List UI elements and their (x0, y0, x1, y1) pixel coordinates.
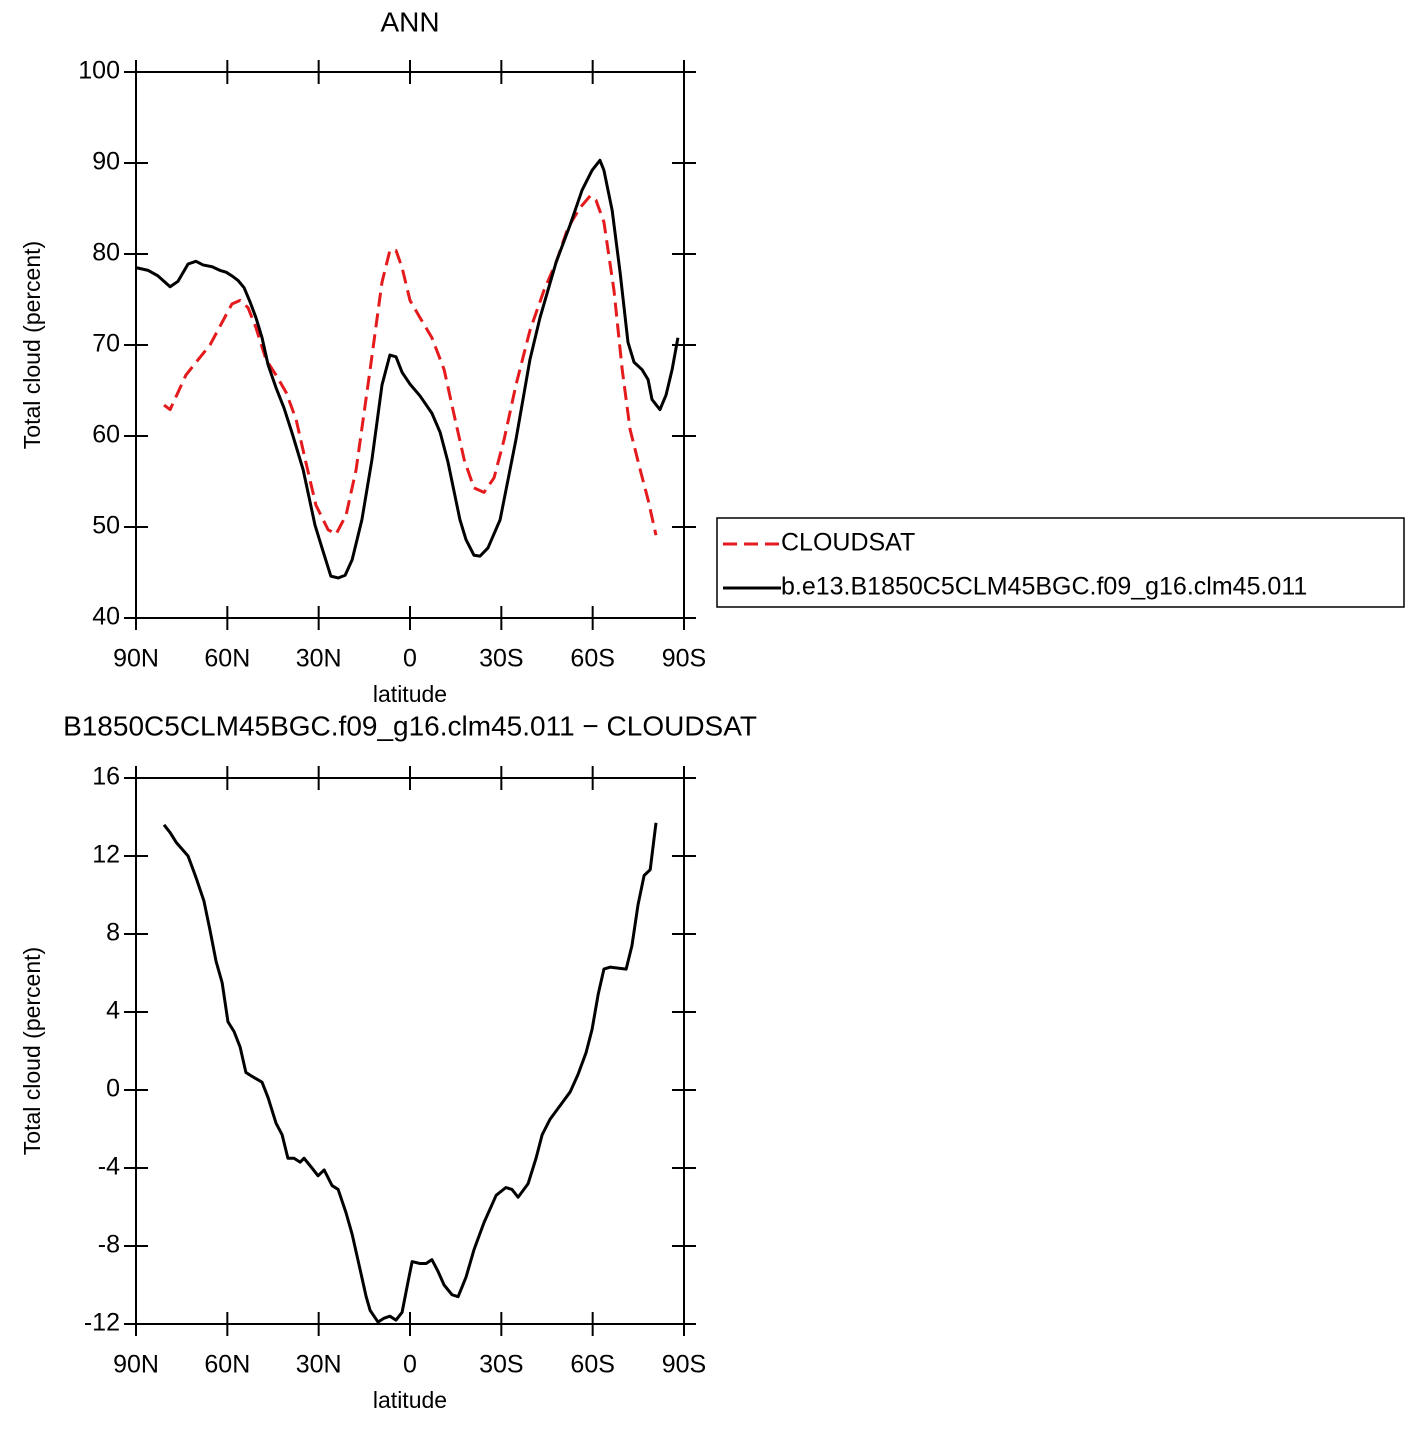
x-tick-label: 90S (662, 1351, 706, 1379)
y-tick-label: 100 (78, 57, 120, 85)
x-tick-label: 30N (296, 1351, 342, 1379)
y-axis-label: Total cloud (percent) (19, 241, 45, 449)
x-tick-label: 60S (570, 1351, 614, 1379)
chart-title: ANN (380, 6, 439, 37)
x-tick-label: 60N (204, 645, 250, 673)
panel: ANN latitude Total cloud (percent) 40 50 60 70… (19, 6, 1405, 707)
legend-box (716, 517, 1405, 608)
x-tick-label: 60S (570, 645, 614, 673)
legend-label: b.e13.B1850C5CLM45BGC.f09_g16.clm45.011 (781, 573, 1307, 601)
y-axis-label: Total cloud (percent) (19, 947, 45, 1155)
data-line (162, 822, 658, 1324)
x-tick-label: 30S (479, 645, 523, 673)
legend: CLOUDSAT b.e13.B1850C5CLM45BGC.f09_g16.cl… (716, 517, 1405, 608)
plot-frame (135, 71, 685, 619)
y-tick-label: -8 (98, 1231, 120, 1259)
x-tick-label: 0 (403, 1351, 417, 1379)
x-tick-label: 30S (479, 1351, 523, 1379)
chart-title: B1850C5CLM45BGC.f09_g16.clm45.011 − CLOU… (63, 710, 757, 741)
x-tick-label: 90S (662, 645, 706, 673)
y-tick-label: 0 (106, 1075, 120, 1103)
y-tick-label: 4 (106, 997, 120, 1025)
y-tick-label: 40 (92, 603, 120, 631)
y-tick-label: 50 (92, 512, 120, 540)
y-tick-label: 70 (92, 330, 120, 358)
legend-label: CLOUDSAT (781, 529, 915, 557)
y-tick-label: -4 (98, 1153, 120, 1181)
data-line (163, 194, 658, 536)
y-tick-label: 90 (92, 148, 120, 176)
y-tick-label: 12 (92, 841, 120, 869)
plot-frame (135, 777, 685, 1325)
x-tick-label: 90N (113, 1351, 159, 1379)
data-line (135, 158, 680, 580)
y-tick-label: -12 (84, 1309, 120, 1337)
x-tick-label: 30N (296, 645, 342, 673)
y-tick-label: 80 (92, 239, 120, 267)
x-tick-label: 90N (113, 645, 159, 673)
y-tick-label: 60 (92, 421, 120, 449)
y-tick-label: 16 (92, 763, 120, 791)
x-axis-label: latitude (373, 1387, 447, 1413)
panel: B1850C5CLM45BGC.f09_g16.clm45.011 − CLOU… (19, 710, 757, 1413)
x-tick-label: 0 (403, 645, 417, 673)
x-axis-label: latitude (373, 681, 447, 707)
x-tick-label: 60N (204, 1351, 250, 1379)
y-tick-label: 8 (106, 919, 120, 947)
